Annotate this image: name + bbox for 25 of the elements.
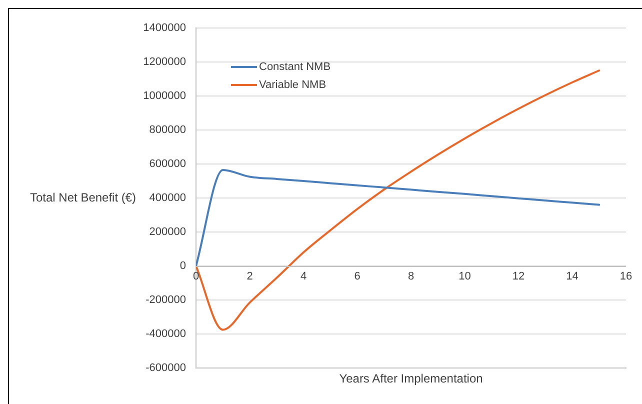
x-tick-label: 0 bbox=[192, 270, 200, 283]
x-tick-label: 6 bbox=[354, 270, 360, 283]
x-tick-label: 14 bbox=[566, 270, 578, 283]
y-tick-label: -600000 bbox=[146, 362, 186, 374]
legend-label: Variable NMB bbox=[259, 79, 326, 92]
x-tick-label: 8 bbox=[408, 270, 414, 283]
y-tick-label: 1200000 bbox=[143, 56, 186, 68]
y-tick-label: 200000 bbox=[149, 226, 186, 238]
y-tick-label: 0 bbox=[180, 260, 186, 272]
y-tick-label: 600000 bbox=[149, 158, 186, 170]
y-tick-label: 800000 bbox=[149, 124, 186, 136]
y-tick-label: 1400000 bbox=[143, 22, 186, 34]
y-tick-label: 1000000 bbox=[143, 90, 186, 102]
x-tick-label: 4 bbox=[300, 270, 307, 283]
x-tick-label: 16 bbox=[620, 270, 632, 283]
x-axis-title: Years After Implementation bbox=[339, 371, 483, 386]
y-axis-title: Total Net Benefit (€) bbox=[30, 190, 136, 204]
y-tick-label: 400000 bbox=[149, 192, 186, 204]
x-tick-label: 12 bbox=[512, 270, 525, 283]
y-tick-label: -400000 bbox=[146, 328, 186, 340]
x-tick-label: 10 bbox=[458, 270, 471, 283]
legend-label: Constant NMB bbox=[259, 61, 331, 74]
y-tick-label: -200000 bbox=[146, 294, 186, 306]
line-series bbox=[196, 168, 600, 267]
x-tick-label: 2 bbox=[246, 270, 253, 283]
